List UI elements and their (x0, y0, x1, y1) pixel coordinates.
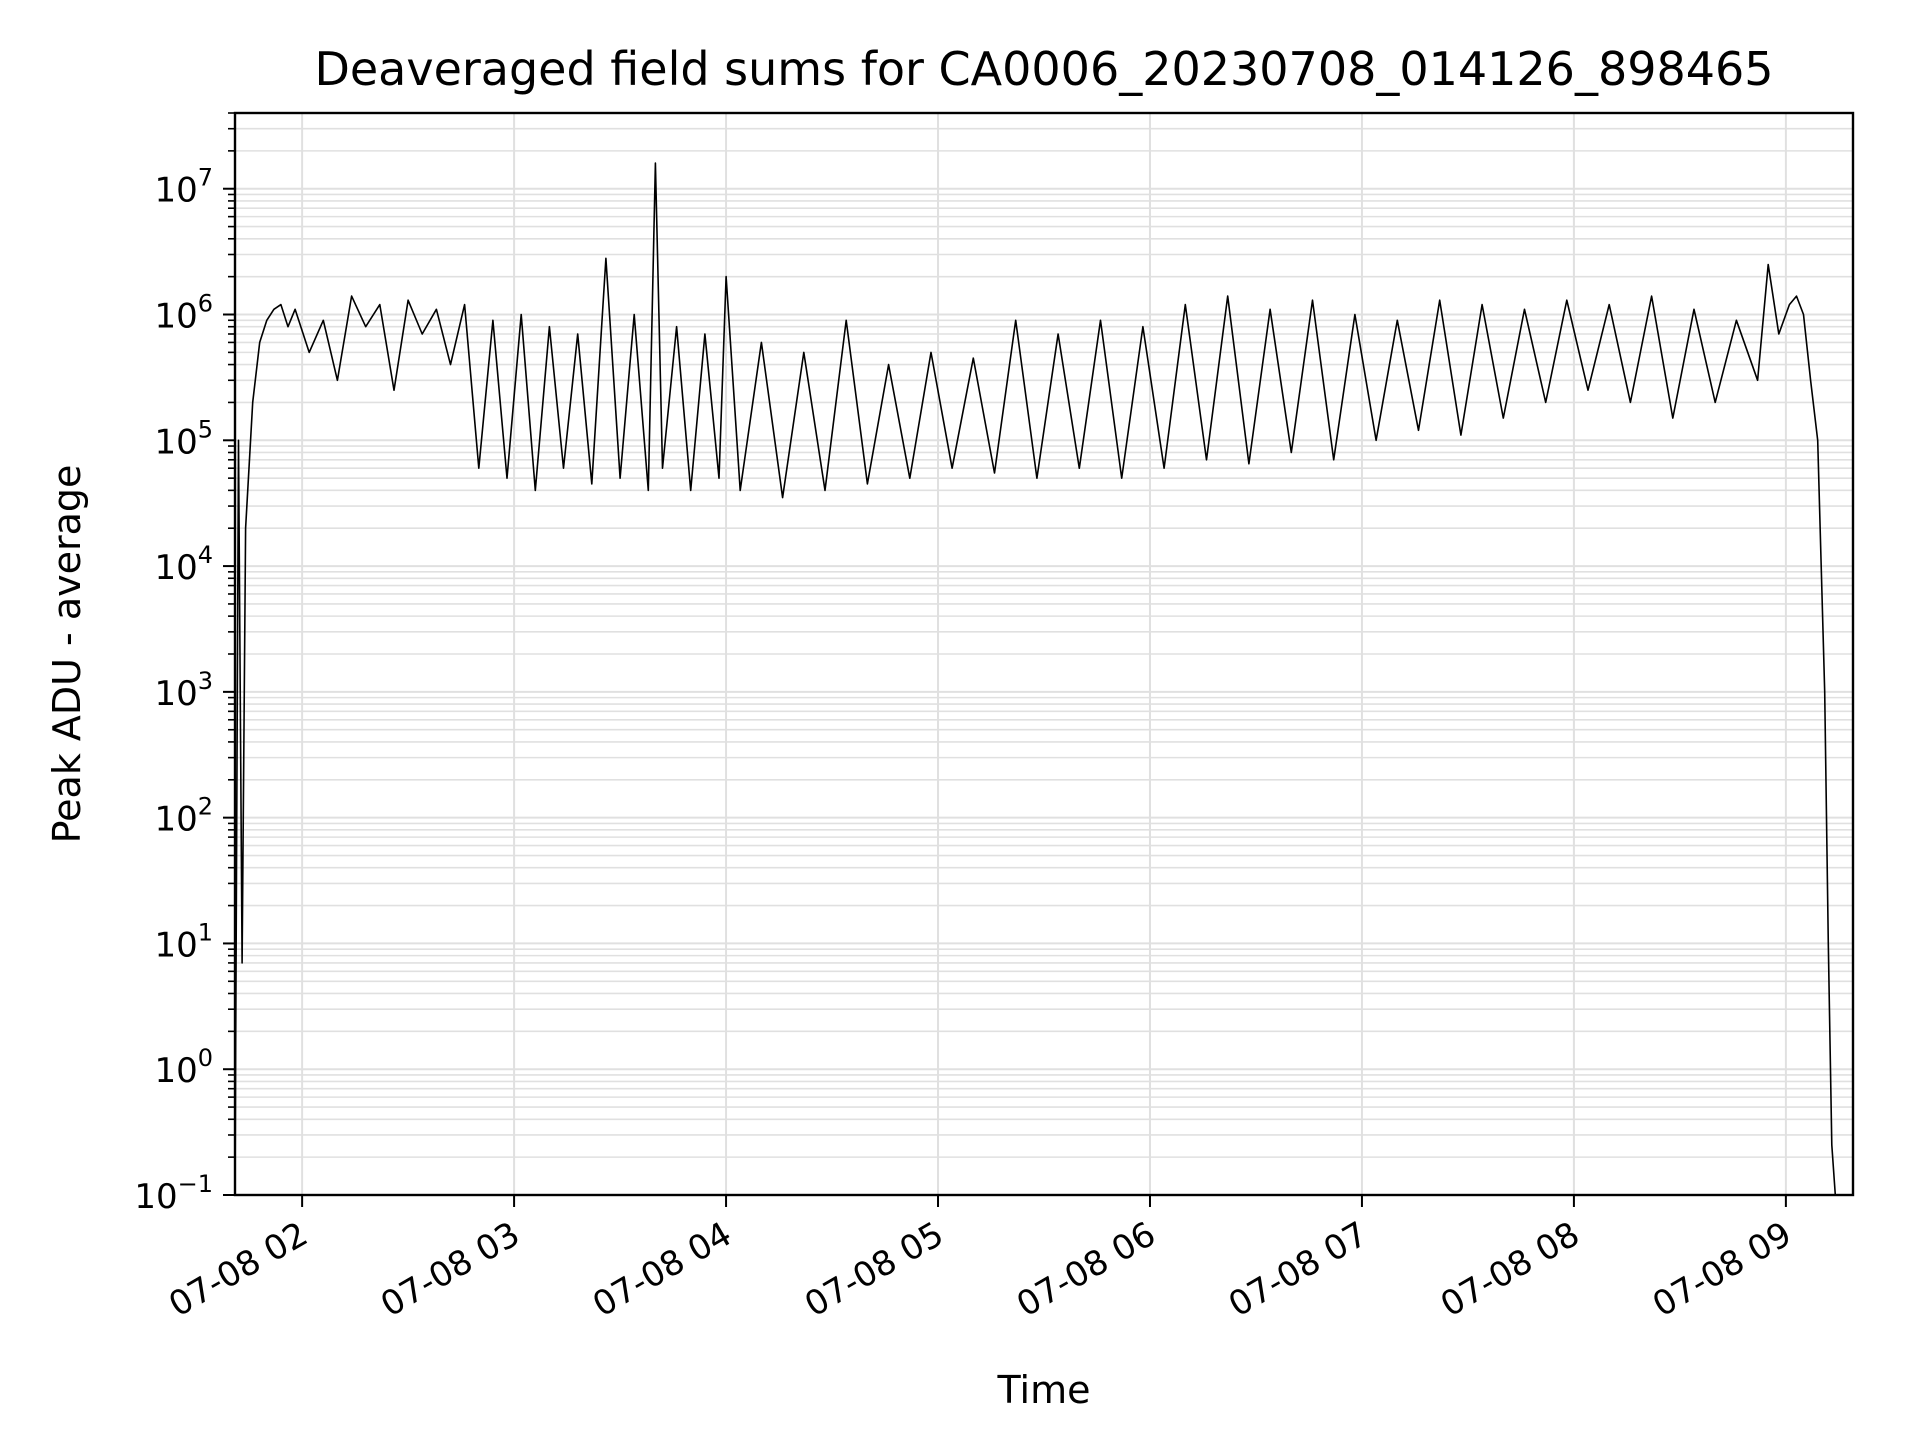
chart-title: Deaveraged field sums for CA0006_2023070… (314, 42, 1773, 96)
y-tick-label: 104 (154, 541, 213, 588)
plot-area (234, 162, 1837, 1196)
plot-frame (233, 111, 1855, 1197)
y-tick-label: 101 (154, 918, 213, 965)
series-line (234, 162, 1837, 1196)
x-axis-label: Time (997, 1368, 1091, 1412)
y-tick-label: 107 (154, 164, 213, 211)
y-tick-label: 103 (154, 667, 213, 714)
y-tick-label: 105 (154, 415, 213, 462)
y-tick-label: 10−1 (134, 1170, 213, 1217)
y-axis-label: Peak ADU - average (45, 465, 89, 844)
y-tick-label: 106 (154, 290, 213, 337)
y-tick-label: 102 (154, 793, 213, 840)
grid (235, 112, 1853, 1196)
y-tick-label: 100 (154, 1044, 213, 1091)
